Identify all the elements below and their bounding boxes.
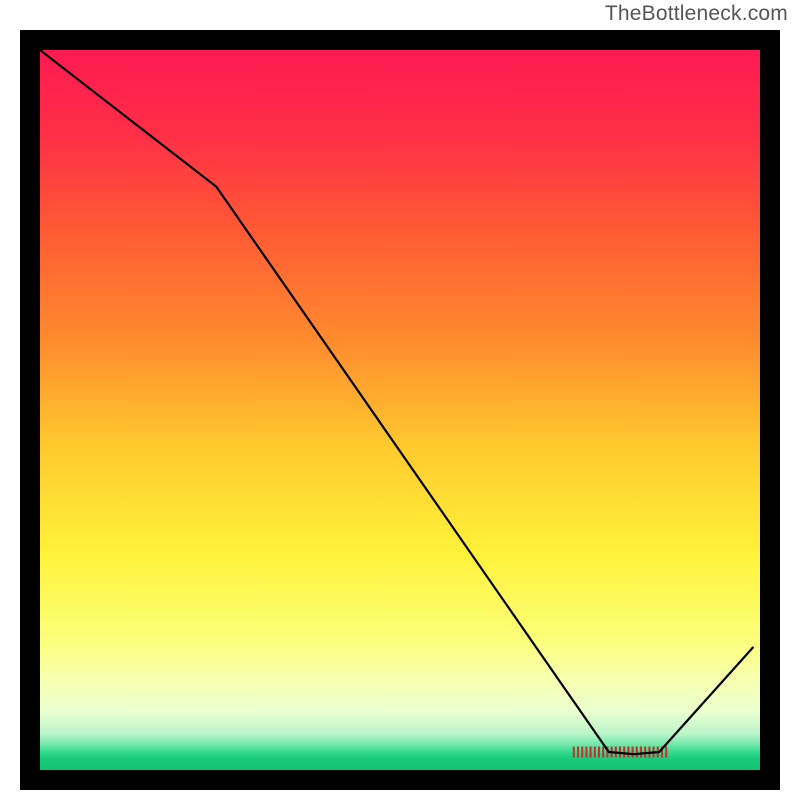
plot-background <box>40 50 760 770</box>
chart-svg <box>0 0 800 800</box>
chart-container: TheBottleneck.com <box>0 0 800 800</box>
source-watermark: TheBottleneck.com <box>605 2 788 26</box>
